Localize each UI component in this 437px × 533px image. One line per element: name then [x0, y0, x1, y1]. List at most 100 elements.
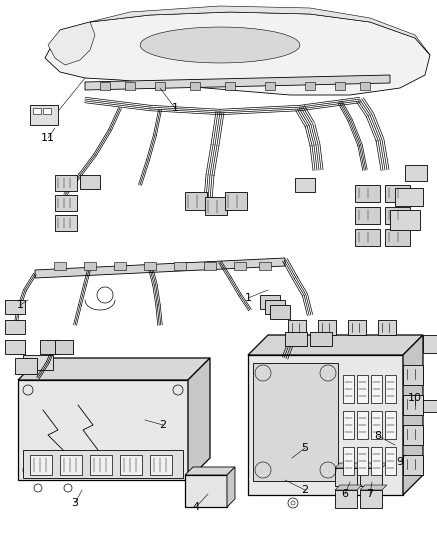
Bar — [285, 332, 307, 346]
Bar — [355, 229, 380, 246]
Bar — [335, 490, 357, 508]
Bar — [423, 400, 437, 412]
Bar — [403, 455, 423, 475]
Bar — [125, 82, 135, 90]
Text: 2: 2 — [160, 420, 166, 430]
Bar — [390, 210, 420, 230]
Bar — [360, 490, 382, 508]
Bar — [204, 262, 216, 270]
Bar — [385, 411, 396, 439]
Bar — [295, 178, 315, 192]
Polygon shape — [360, 463, 387, 468]
Polygon shape — [360, 485, 387, 490]
Polygon shape — [227, 467, 235, 507]
Bar — [190, 82, 200, 90]
Bar — [205, 197, 227, 215]
Polygon shape — [140, 27, 300, 63]
Bar — [253, 363, 338, 481]
Bar — [185, 192, 207, 210]
Text: 1: 1 — [17, 300, 24, 310]
Bar — [225, 82, 235, 90]
Bar — [360, 82, 370, 90]
Polygon shape — [90, 6, 430, 55]
Bar — [270, 305, 290, 319]
Polygon shape — [185, 467, 235, 475]
Bar — [90, 455, 112, 475]
Bar — [40, 340, 58, 354]
Bar — [371, 411, 382, 439]
Bar — [150, 455, 172, 475]
Bar — [84, 262, 96, 270]
Bar — [30, 455, 52, 475]
Polygon shape — [403, 335, 423, 495]
Bar — [343, 411, 354, 439]
Bar — [395, 188, 423, 206]
Bar — [30, 105, 58, 125]
Bar — [265, 300, 285, 314]
Text: 5: 5 — [302, 443, 309, 453]
Bar — [310, 332, 332, 346]
Bar — [403, 425, 423, 445]
Bar — [335, 468, 357, 486]
Bar — [100, 82, 110, 90]
Bar — [23, 450, 183, 478]
Text: 9: 9 — [396, 457, 403, 467]
Bar — [403, 365, 423, 385]
Bar — [155, 82, 165, 90]
Bar — [114, 262, 126, 270]
Bar — [225, 192, 247, 210]
Polygon shape — [335, 485, 362, 490]
Bar — [234, 262, 246, 270]
Polygon shape — [23, 355, 53, 370]
Bar — [5, 320, 25, 334]
Bar — [120, 455, 142, 475]
Polygon shape — [248, 335, 423, 355]
Bar — [5, 300, 25, 314]
Bar — [5, 340, 25, 354]
Bar — [385, 375, 396, 403]
Bar — [357, 447, 368, 475]
Bar — [185, 475, 227, 507]
Bar — [423, 335, 437, 353]
Bar — [259, 262, 271, 270]
Bar — [385, 229, 410, 246]
Polygon shape — [85, 75, 390, 90]
Text: 1: 1 — [244, 293, 252, 303]
Text: 10: 10 — [408, 393, 422, 403]
Bar — [371, 447, 382, 475]
Bar — [55, 175, 77, 191]
Bar — [403, 395, 423, 415]
Bar — [55, 215, 77, 231]
Bar — [15, 358, 37, 374]
Polygon shape — [35, 258, 285, 278]
Bar — [305, 82, 315, 90]
Bar — [174, 262, 186, 270]
Bar — [335, 82, 345, 90]
Bar — [80, 175, 100, 189]
Bar — [55, 195, 77, 211]
Bar — [54, 262, 66, 270]
Polygon shape — [18, 358, 210, 380]
Polygon shape — [48, 22, 95, 65]
Text: 11: 11 — [41, 133, 55, 143]
Text: 1: 1 — [171, 103, 178, 113]
Bar — [265, 82, 275, 90]
Polygon shape — [18, 380, 188, 480]
Bar — [318, 320, 336, 335]
Bar — [355, 185, 380, 202]
Bar — [371, 375, 382, 403]
Bar — [405, 165, 427, 181]
Bar — [343, 447, 354, 475]
Polygon shape — [335, 463, 362, 468]
Text: 7: 7 — [367, 489, 374, 499]
Bar — [357, 375, 368, 403]
Bar — [43, 108, 51, 114]
Bar — [343, 375, 354, 403]
Bar — [55, 340, 73, 354]
Bar — [385, 185, 410, 202]
Polygon shape — [248, 355, 403, 495]
Polygon shape — [188, 358, 210, 480]
Bar — [288, 320, 306, 335]
Bar — [357, 411, 368, 439]
Bar — [385, 447, 396, 475]
